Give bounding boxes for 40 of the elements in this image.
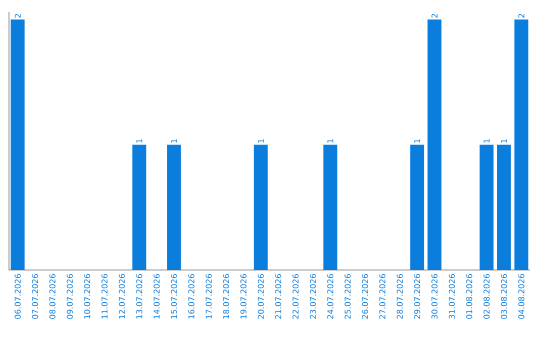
x-tick-label: 04.08.2026 xyxy=(518,274,524,319)
x-tick-label: 20.07.2026 xyxy=(258,274,264,319)
x-tick-label: 15.07.2026 xyxy=(170,274,178,318)
x-tick-label: 25.07.2026 xyxy=(344,274,351,319)
data-label: 1 xyxy=(136,139,142,143)
x-tick-label: 24.07.2026 xyxy=(327,274,334,319)
x-tick-label: 12.07.2026 xyxy=(118,274,125,318)
data-label: 1 xyxy=(414,139,420,143)
x-tick-label: 16.07.2026 xyxy=(188,274,194,318)
x-tick-label: 09.07.2026 xyxy=(66,274,73,319)
data-label: 1 xyxy=(327,139,334,143)
x-tick-label: 02.08.2026 xyxy=(484,274,490,319)
x-tick-label: 14.07.2026 xyxy=(154,274,160,318)
data-label: 1 xyxy=(171,139,177,143)
x-tick-label: 29.07.2026 xyxy=(414,274,420,319)
x-tick-label: 22.07.2026 xyxy=(292,274,299,319)
x-tick-label: 30.07.2026 xyxy=(431,274,438,319)
data-label: 2 xyxy=(518,14,524,18)
x-tick-label: 01.08.2026 xyxy=(466,274,472,319)
x-tick-label: 11.07.2026 xyxy=(101,274,108,318)
x-tick-label: 03.08.2026 xyxy=(500,274,507,319)
x-tick-label: 31.07.2026 xyxy=(448,274,455,319)
x-tick-label: 27.07.2026 xyxy=(379,274,386,319)
data-label: 1 xyxy=(258,139,264,143)
x-tick-label: 28.07.2026 xyxy=(396,274,403,319)
x-tick-label: 08.07.2026 xyxy=(49,274,56,319)
x-tick-label: 18.07.2026 xyxy=(223,274,230,318)
data-label: 1 xyxy=(501,139,507,143)
x-tick-label: 13.07.2026 xyxy=(136,274,142,318)
x-tick-label: 26.07.2026 xyxy=(362,274,368,319)
x-tick-label: 21.07.2026 xyxy=(275,274,282,319)
x-tick-label: 19.07.2026 xyxy=(240,274,246,318)
x-tick-label: 07.07.2026 xyxy=(32,274,38,319)
data-label: 2 xyxy=(14,14,21,18)
x-tick-label: 17.07.2026 xyxy=(206,274,212,318)
x-tick-label: 23.07.2026 xyxy=(310,274,316,319)
x-tick-label: 10.07.2026 xyxy=(84,274,90,318)
data-label: 2 xyxy=(432,14,438,18)
data-label: 1 xyxy=(484,139,490,143)
x-tick-label: 06.07.2026 xyxy=(14,274,21,319)
